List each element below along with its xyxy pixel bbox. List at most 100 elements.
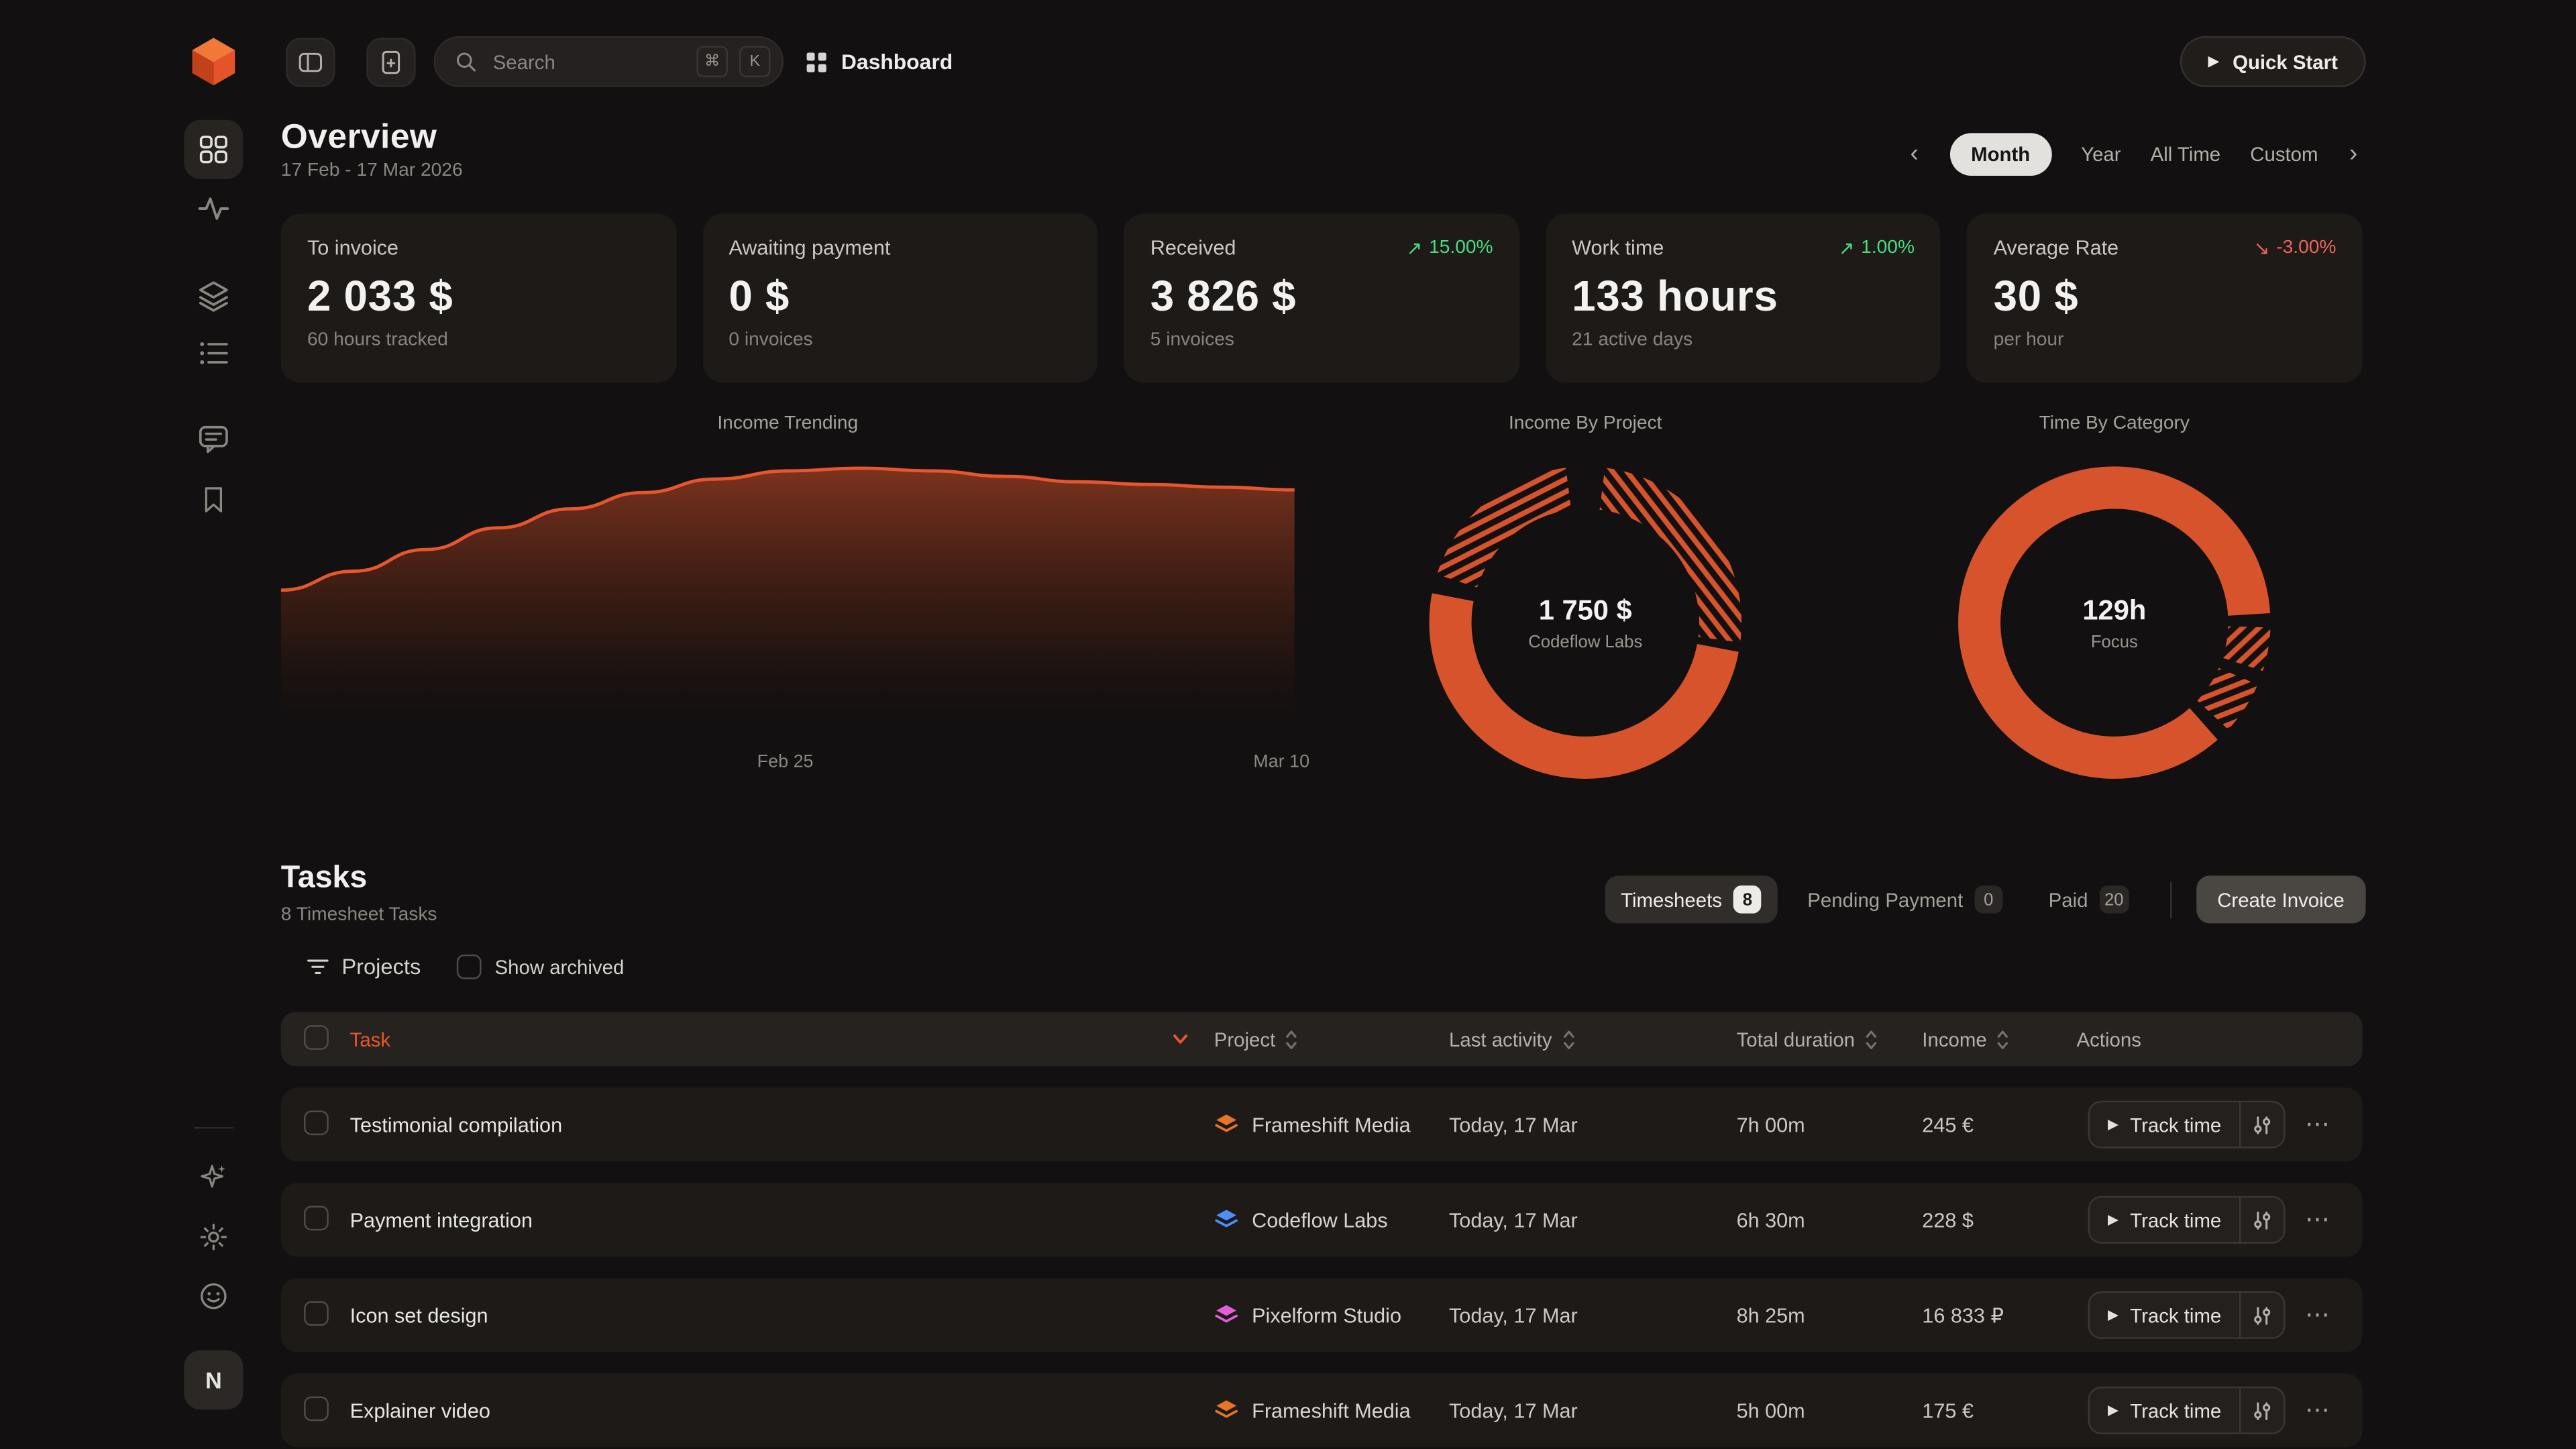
show-archived-toggle[interactable]: Show archived — [457, 954, 624, 979]
row-checkbox[interactable] — [304, 1300, 329, 1326]
tasks-toolbar: Timesheets 8 Pending Payment 0 Paid 20 C… — [1604, 875, 2366, 924]
donut-center-label: Codeflow Labs — [1528, 631, 1643, 652]
range-tab[interactable]: All Time — [2150, 142, 2221, 166]
column-total-duration[interactable]: Total duration — [1737, 1028, 1923, 1051]
track-options-button[interactable] — [2239, 1293, 2284, 1338]
last-activity: Today, 17 Mar — [1449, 1113, 1578, 1136]
select-all-checkbox[interactable] — [304, 1024, 329, 1049]
project-layers-icon — [1215, 1114, 1238, 1132]
create-invoice-button[interactable]: Create Invoice — [2196, 875, 2366, 924]
task-name: Icon set design — [350, 1303, 488, 1327]
row-actions: ▶ Track time — [2077, 1195, 2363, 1244]
toggle-sidebar-button[interactable] — [286, 38, 335, 87]
sidebar-item-projects[interactable] — [197, 279, 230, 312]
range-tabs: Month Year All Time Custom — [1949, 132, 2318, 175]
row-more-button[interactable]: ⋯ — [2305, 1110, 2332, 1139]
sidebar-item-messages[interactable] — [197, 422, 230, 455]
tab-count-badge: 0 — [1974, 885, 2003, 914]
bookmark-icon — [205, 487, 223, 513]
range-next-button[interactable]: › — [2345, 142, 2363, 166]
row-checkbox[interactable] — [304, 1110, 329, 1135]
row-actions: ▶ Track time — [2077, 1386, 2363, 1434]
chart-title: Income Trending — [717, 414, 859, 434]
chart-title: Income By Project — [1508, 414, 1662, 434]
column-task[interactable]: Task — [350, 1028, 1214, 1051]
sidebar-item-tasks[interactable] — [197, 337, 230, 370]
tasks-subtitle: 8 Timesheet Tasks — [280, 905, 437, 925]
search-box[interactable]: ⌘ K — [433, 36, 784, 87]
x-tick-label: Feb 25 — [757, 752, 814, 773]
track-options-button[interactable] — [2239, 1102, 2284, 1147]
tasks-tab[interactable]: Paid 20 — [2032, 875, 2145, 923]
stat-card: Received ↗ 15.00% 3 826 $ 5 invoices — [1124, 213, 1519, 383]
track-time-button[interactable]: ▶ Track time — [2090, 1102, 2239, 1146]
column-income[interactable]: Income — [1922, 1028, 2076, 1051]
track-time-label: Track time — [2130, 1303, 2222, 1327]
sidebar-item-dashboard[interactable] — [184, 119, 244, 179]
stat-value: 0 $ — [729, 271, 790, 321]
search-icon — [456, 52, 476, 72]
sidebar-item-settings[interactable] — [197, 1221, 230, 1254]
tasks-tab[interactable]: Pending Payment 0 — [1791, 875, 2019, 923]
donut-center: 129h Focus — [1951, 460, 2277, 786]
row-more-button[interactable]: ⋯ — [2305, 1301, 2332, 1330]
search-input[interactable] — [489, 48, 686, 75]
row-checkbox[interactable] — [304, 1395, 329, 1421]
tasks-table: Task Project Last activity — [280, 1012, 2363, 1448]
projects-filter-button[interactable]: Projects — [306, 955, 421, 979]
column-last-activity[interactable]: Last activity — [1449, 1028, 1737, 1051]
track-options-button[interactable] — [2239, 1197, 2284, 1242]
table-row: Icon set design Pixelform Studio Today, … — [280, 1278, 2363, 1352]
trend-badge: ↗ 1.00% — [1839, 237, 1915, 260]
stat-card: To invoice 2 033 $ 60 hours tracked — [280, 213, 676, 383]
range-tab[interactable]: Custom — [2250, 142, 2318, 166]
sidebar-item-bookmarks[interactable] — [197, 483, 230, 516]
sliders-icon — [2254, 1401, 2271, 1419]
track-time-control: ▶ Track time — [2088, 1100, 2286, 1148]
donut-center-value: 129h — [2082, 594, 2147, 625]
k-key-badge: K — [739, 46, 771, 78]
time-by-category-chart: Time By Category 129h Focus — [1951, 414, 2277, 785]
play-icon: ▶ — [2208, 52, 2220, 69]
column-project[interactable]: Project — [1214, 1028, 1449, 1051]
tasks-tab[interactable]: Timesheets 8 — [1604, 875, 1778, 924]
dashboard-grid-icon — [806, 52, 826, 72]
stat-card: Work time ↗ 1.00% 133 hours 21 active da… — [1545, 213, 1941, 383]
row-more-button[interactable]: ⋯ — [2305, 1205, 2332, 1234]
table-row: Explainer video Frameshift Media Today, … — [280, 1373, 2363, 1448]
stat-subtitle: 60 hours tracked — [307, 330, 448, 350]
app-logo[interactable] — [187, 34, 239, 87]
range-tab[interactable]: Year — [2081, 142, 2121, 166]
table-row: Testimonial compilation Frameshift Media… — [280, 1087, 2363, 1162]
trend-badge: ↘ -3.00% — [2254, 237, 2337, 260]
sidebar-item-support[interactable] — [197, 1280, 230, 1313]
sliders-icon — [2254, 1116, 2271, 1134]
row-checkbox[interactable] — [304, 1205, 329, 1230]
task-name: Testimonial compilation — [350, 1113, 563, 1136]
stat-value: 133 hours — [1572, 271, 1778, 321]
user-avatar[interactable]: N — [184, 1350, 244, 1410]
show-archived-checkbox[interactable] — [457, 954, 482, 979]
range-prev-button[interactable]: ‹ — [1905, 142, 1923, 166]
stat-subtitle: 21 active days — [1572, 330, 1693, 350]
track-options-button[interactable] — [2239, 1388, 2284, 1433]
quick-start-button[interactable]: ▶ Quick Start — [2180, 36, 2366, 87]
track-time-button[interactable]: ▶ Track time — [2090, 1197, 2239, 1242]
tasks-tabs: Timesheets 8 Pending Payment 0 Paid 20 — [1604, 875, 2145, 924]
track-time-button[interactable]: ▶ Track time — [2090, 1388, 2239, 1432]
track-time-button[interactable]: ▶ Track time — [2090, 1293, 2239, 1337]
trend-value: 15.00% — [1429, 238, 1493, 258]
income-trending-svg — [280, 466, 1295, 740]
total-duration: 5h 00m — [1736, 1399, 1805, 1422]
new-document-button[interactable] — [366, 38, 416, 87]
sidebar-item-activity[interactable] — [197, 193, 230, 225]
project-cell: Frameshift Media — [1214, 1112, 1449, 1137]
row-more-button[interactable]: ⋯ — [2305, 1396, 2332, 1425]
sort-icon — [1998, 1030, 2008, 1049]
breadcrumb-dashboard[interactable]: Dashboard — [805, 36, 953, 87]
project-name: Frameshift Media — [1252, 1399, 1411, 1422]
file-plus-icon — [382, 50, 400, 74]
cube-logo-icon — [192, 38, 235, 86]
range-tab[interactable]: Month — [1949, 132, 2052, 175]
sidebar-item-ai[interactable] — [197, 1160, 230, 1193]
